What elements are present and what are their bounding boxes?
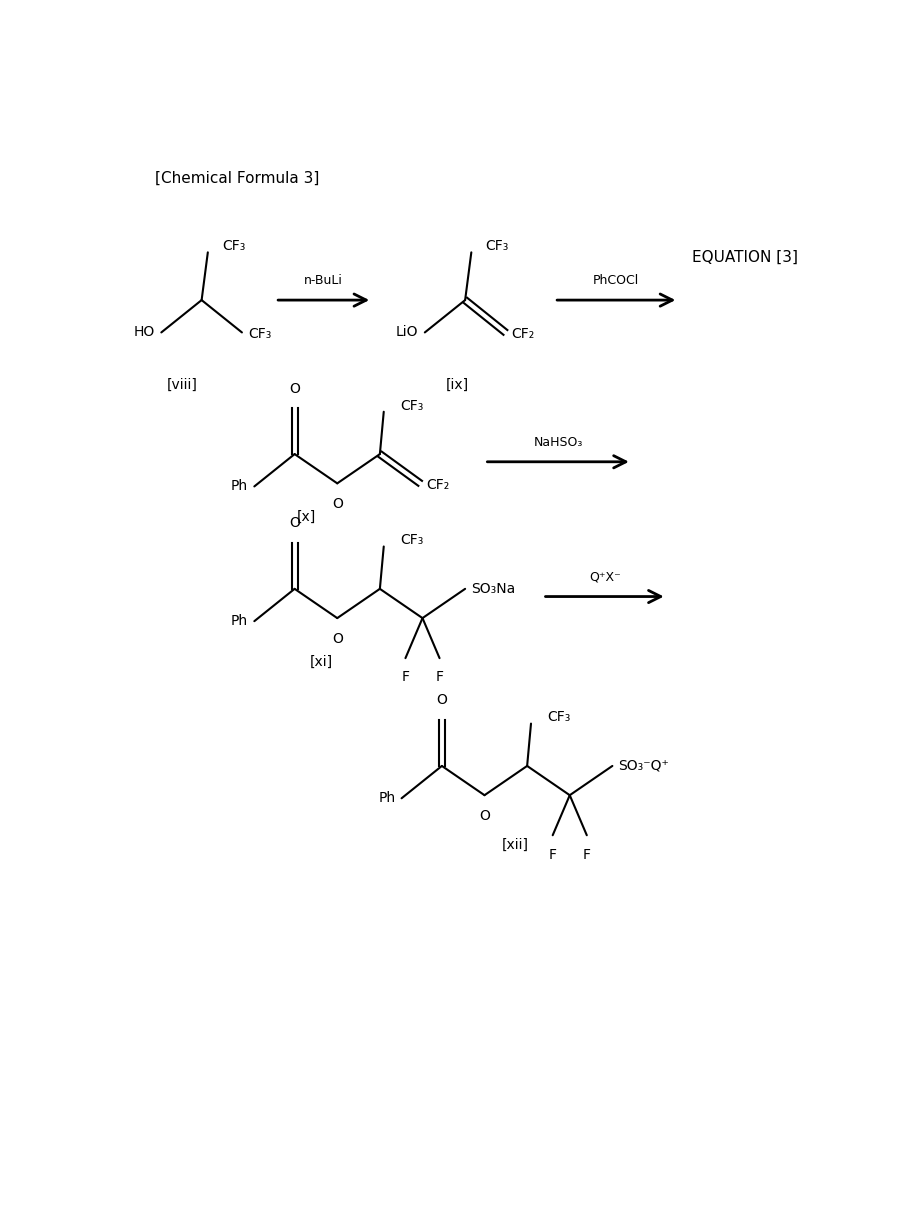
Text: CF₃: CF₃ <box>221 240 245 253</box>
Text: CF₃: CF₃ <box>400 398 423 413</box>
Text: CF₃: CF₃ <box>485 240 508 253</box>
Text: CF₃: CF₃ <box>400 533 423 547</box>
Text: HO: HO <box>134 326 155 339</box>
Text: [ix]: [ix] <box>446 378 469 392</box>
Text: SO₃⁻Q⁺: SO₃⁻Q⁺ <box>618 759 670 773</box>
Text: Ph: Ph <box>231 480 248 493</box>
Text: LiO: LiO <box>396 326 418 339</box>
Text: CF₂: CF₂ <box>511 327 535 342</box>
Text: PhCOCl: PhCOCl <box>593 274 639 287</box>
Text: [xii]: [xii] <box>502 838 529 851</box>
Text: [x]: [x] <box>297 510 316 524</box>
Text: O: O <box>332 632 343 645</box>
Text: Ph: Ph <box>231 614 248 629</box>
Text: F: F <box>583 848 590 861</box>
Text: F: F <box>436 671 444 684</box>
Text: SO₃Na: SO₃Na <box>472 581 516 596</box>
Text: O: O <box>436 694 447 707</box>
Text: O: O <box>289 381 300 396</box>
Text: CF₂: CF₂ <box>427 478 450 492</box>
Text: n-BuLi: n-BuLi <box>304 274 343 287</box>
Text: F: F <box>549 848 557 861</box>
Text: NaHSO₃: NaHSO₃ <box>534 436 583 449</box>
Text: Ph: Ph <box>378 791 395 805</box>
Text: O: O <box>289 516 300 530</box>
Text: Q⁺X⁻: Q⁺X⁻ <box>589 570 620 584</box>
Text: EQUATION [3]: EQUATION [3] <box>692 249 798 265</box>
Text: O: O <box>479 809 490 823</box>
Text: [xi]: [xi] <box>310 655 333 668</box>
Text: F: F <box>401 671 410 684</box>
Text: CF₃: CF₃ <box>547 711 571 724</box>
Text: O: O <box>332 498 343 511</box>
Text: CF₃: CF₃ <box>248 327 272 342</box>
Text: [viii]: [viii] <box>166 378 198 392</box>
Text: [Chemical Formula 3]: [Chemical Formula 3] <box>155 171 320 185</box>
